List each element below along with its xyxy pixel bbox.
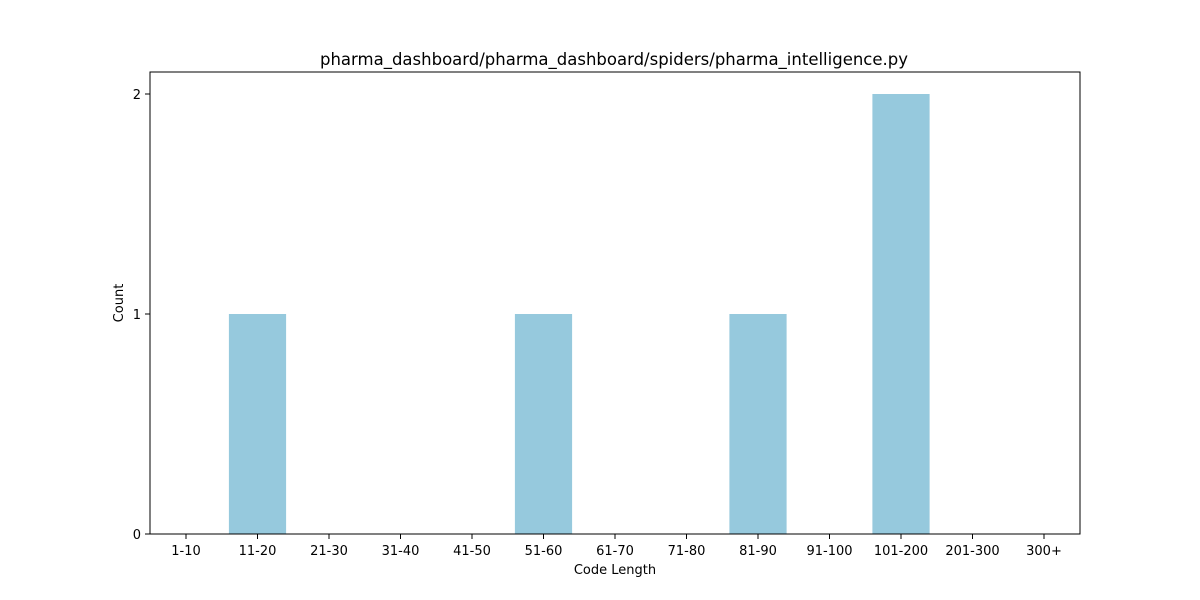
x-tick-label: 300+ — [1026, 544, 1062, 559]
bar-11-20 — [228, 314, 287, 534]
x-axis: 1-10 11-20 21-30 31-40 41-50 51-60 61-70 71-80 8… — [171, 534, 1062, 559]
x-tick-label: 71-80 — [668, 544, 706, 559]
x-tick-label: 51-60 — [525, 544, 563, 559]
bar-51-60 — [514, 314, 573, 534]
x-tick-label: 81-90 — [739, 544, 777, 559]
y-tick-label: 2 — [133, 88, 141, 103]
x-tick-label: 201-300 — [945, 544, 999, 559]
bar-81-90 — [729, 314, 787, 534]
x-tick-label: 41-50 — [453, 544, 491, 559]
y-axis-label: Count — [112, 284, 127, 323]
x-axis-label: Code Length — [574, 563, 656, 578]
x-tick-label: 11-20 — [239, 544, 277, 559]
x-tick-label: 31-40 — [382, 544, 420, 559]
chart-title: pharma_dashboard/pharma_dashboard/spider… — [320, 50, 908, 70]
bar-101-200 — [872, 94, 930, 534]
bars-group — [228, 94, 930, 534]
plot-frame — [149, 71, 1081, 535]
y-tick-label: 0 — [133, 528, 141, 543]
x-tick-label: 1-10 — [171, 544, 201, 559]
x-tick-label: 21-30 — [310, 544, 348, 559]
x-tick-label: 61-70 — [596, 544, 634, 559]
x-tick-label: 101-200 — [874, 544, 928, 559]
y-tick-label: 1 — [133, 308, 141, 323]
y-axis: 0 1 2 — [133, 88, 150, 543]
x-tick-label: 91-100 — [806, 544, 852, 559]
